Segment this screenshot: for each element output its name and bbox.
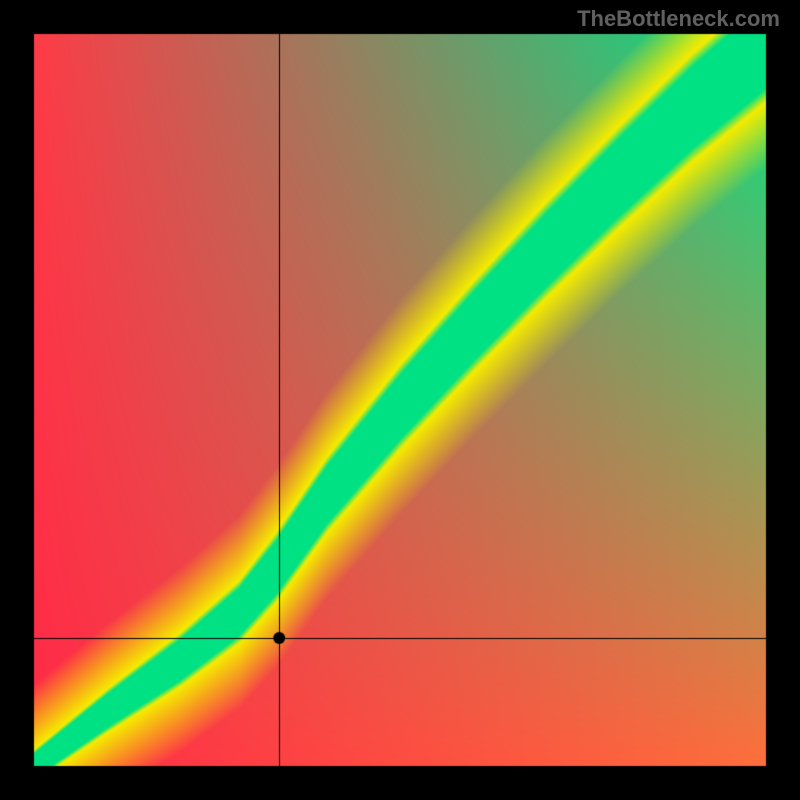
bottleneck-heatmap	[0, 0, 800, 800]
watermark-text: TheBottleneck.com	[577, 6, 780, 32]
chart-container: TheBottleneck.com	[0, 0, 800, 800]
